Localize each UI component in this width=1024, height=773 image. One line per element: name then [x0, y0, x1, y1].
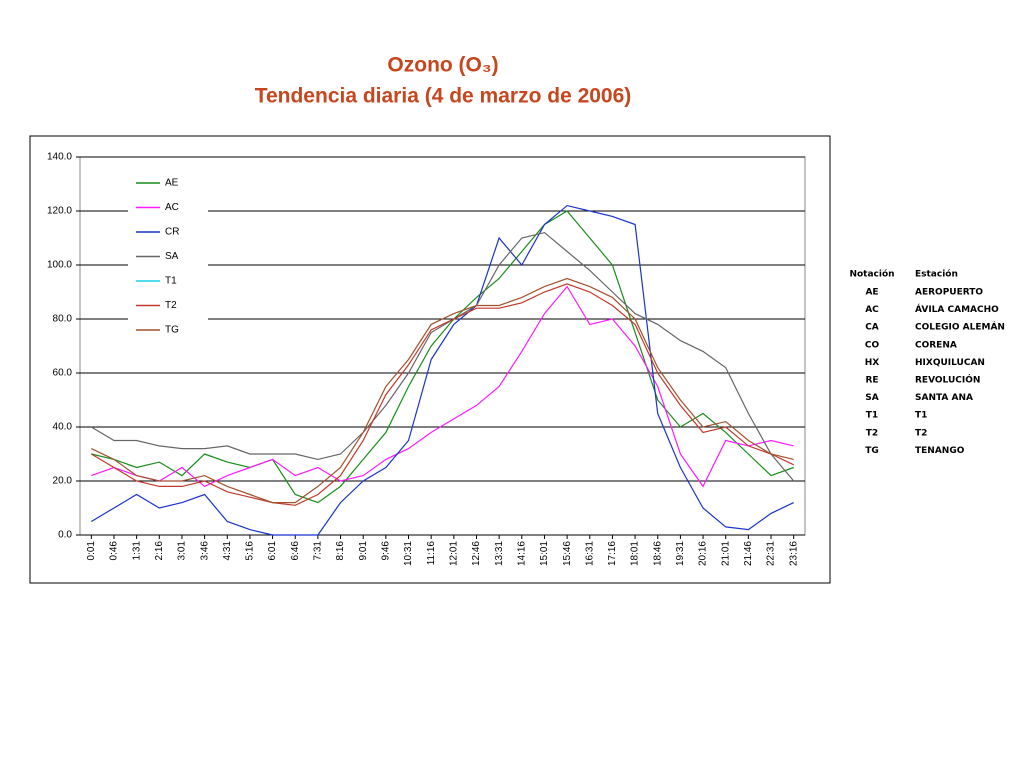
table-cell: SANTA ANA [915, 393, 973, 403]
x-tick-label: 12:01 [448, 541, 459, 566]
table-header: Notación [849, 269, 894, 280]
x-tick-label: 3:46 [199, 541, 210, 561]
table-cell: REVOLUCIÓN [915, 374, 980, 386]
table-cell: TG [865, 446, 879, 456]
series-line [91, 210, 794, 504]
table-cell: CORENA [915, 340, 957, 350]
y-tick-label: 80.0 [53, 314, 73, 325]
x-tick-label: 8:16 [335, 541, 346, 561]
x-tick-label: 15:01 [539, 541, 550, 566]
legend-label: T2 [165, 300, 177, 311]
x-tick-label: 20:16 [698, 541, 709, 566]
table-header: Estación [915, 269, 958, 280]
x-tick-label: 18:01 [630, 541, 641, 566]
y-tick-label: 0.0 [58, 530, 72, 541]
x-tick-label: 14:16 [516, 541, 527, 566]
table-cell: T2 [866, 428, 878, 438]
x-tick-label: 0:01 [86, 541, 97, 561]
x-tick-label: 13:31 [494, 541, 505, 566]
x-tick-label: 9:01 [358, 541, 369, 561]
x-tick-label: 3:01 [177, 541, 188, 561]
table-cell: CA [865, 323, 879, 333]
series-line [91, 285, 794, 488]
legend-label: SA [165, 251, 179, 262]
table-cell: AC [865, 305, 879, 315]
x-tick-label: 2:16 [154, 541, 165, 561]
x-tick-label: 17:16 [607, 541, 618, 566]
table-cell: CO [865, 340, 880, 350]
chart-subtitle: Tendencia diaria (4 de marzo de 2006) [255, 85, 632, 108]
table-cell: SA [865, 393, 878, 403]
table-cell: RE [865, 376, 878, 386]
x-tick-label: 6:46 [290, 541, 301, 561]
y-tick-label: 100.0 [47, 260, 72, 271]
series-line [90, 204, 794, 536]
y-tick-label: 40.0 [53, 422, 73, 433]
table-cell: T1 [866, 411, 878, 421]
legend-label: T1 [165, 276, 177, 287]
x-tick-label: 22:31 [766, 541, 777, 566]
table-cell: T1 [915, 411, 927, 421]
x-tick-label: 21:01 [720, 541, 731, 566]
table-cell: T2 [915, 428, 927, 438]
x-tick-label: 0:46 [109, 541, 120, 561]
chart-title: Ozono (O₃) [387, 54, 498, 77]
y-tick-label: 120.0 [47, 206, 72, 217]
x-tick-label: 11:16 [426, 541, 437, 566]
y-tick-label: 140.0 [47, 152, 72, 163]
x-tick-label: 18:46 [652, 541, 663, 566]
legend-label: CR [165, 227, 179, 238]
table-cell: COLEGIO ALEMÁN [915, 321, 1005, 333]
x-tick-label: 9:46 [381, 541, 392, 561]
table-cell: HIXQUILUCAN [915, 358, 985, 368]
x-tick-label: 21:46 [743, 541, 754, 566]
y-tick-label: 60.0 [53, 368, 73, 379]
table-cell: AE [865, 288, 878, 298]
legend-label: AE [165, 178, 179, 189]
x-tick-label: 6:01 [267, 541, 278, 561]
series-line [90, 283, 794, 506]
legend-label: TG [165, 325, 179, 336]
table-cell: AEROPUERTO [915, 288, 983, 298]
table-cell: TENANGO [915, 446, 965, 456]
series-line [90, 231, 795, 482]
legend-label: AC [165, 202, 179, 213]
table-cell: HX [865, 358, 880, 368]
x-tick-label: 4:31 [222, 541, 233, 561]
x-tick-label: 1:31 [131, 541, 142, 561]
series-line [91, 277, 794, 504]
x-tick-label: 5:16 [245, 541, 256, 561]
x-tick-label: 10:31 [403, 541, 414, 566]
y-tick-label: 20.0 [53, 476, 73, 487]
x-tick-label: 19:31 [675, 541, 686, 566]
x-tick-label: 15:46 [562, 541, 573, 566]
x-tick-label: 7:31 [313, 541, 324, 561]
x-tick-label: 16:31 [584, 541, 595, 566]
x-tick-label: 23:16 [788, 541, 799, 566]
x-tick-label: 12:46 [471, 541, 482, 566]
table-cell: ÁVILA CAMACHO [915, 303, 999, 315]
